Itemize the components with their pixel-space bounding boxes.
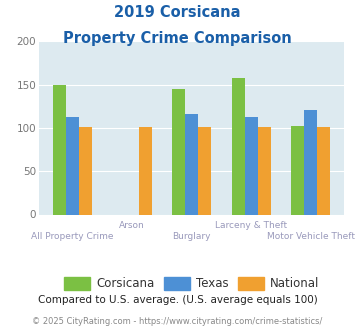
Text: Motor Vehicle Theft: Motor Vehicle Theft [267, 232, 355, 241]
Bar [245, 117, 258, 214]
Text: Compared to U.S. average. (U.S. average equals 100): Compared to U.S. average. (U.S. average … [38, 295, 317, 305]
Bar [258, 127, 271, 214]
Text: Larceny & Theft: Larceny & Theft [215, 221, 287, 230]
Bar [198, 127, 211, 214]
Bar [291, 126, 304, 214]
Bar [79, 127, 92, 214]
Legend: Corsicana, Texas, National: Corsicana, Texas, National [60, 272, 324, 295]
Text: Burglary: Burglary [173, 232, 211, 241]
Bar [317, 127, 331, 214]
Bar [304, 110, 317, 214]
Bar [185, 114, 198, 214]
Text: 2019 Corsicana: 2019 Corsicana [114, 5, 241, 20]
Text: All Property Crime: All Property Crime [31, 232, 114, 241]
Bar [231, 79, 245, 214]
Bar [53, 85, 66, 214]
Bar [139, 127, 152, 214]
Text: Property Crime Comparison: Property Crime Comparison [63, 31, 292, 46]
Bar [172, 89, 185, 214]
Text: © 2025 CityRating.com - https://www.cityrating.com/crime-statistics/: © 2025 CityRating.com - https://www.city… [32, 317, 323, 326]
Text: Arson: Arson [119, 221, 145, 230]
Bar [66, 116, 79, 214]
